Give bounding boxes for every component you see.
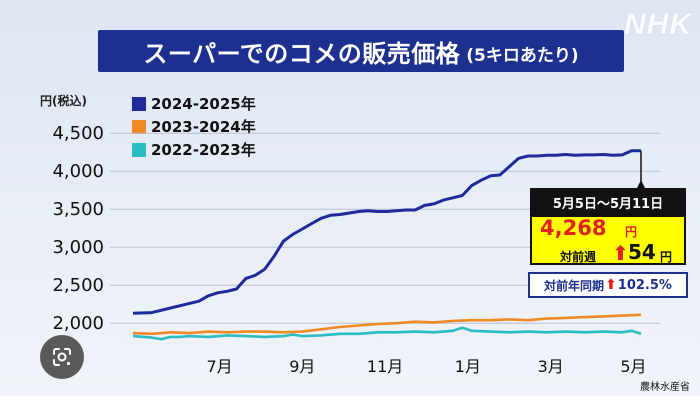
year-over-year-label: 対前年同期 <box>544 278 605 293</box>
y-tick-label: 4,500 <box>52 123 104 144</box>
chart-title: スーパーでのコメの販売価格 <box>143 39 461 68</box>
y-tick-label: 4,000 <box>52 161 104 182</box>
legend-swatch-2024 <box>132 96 146 111</box>
up-arrow-icon: ⬆ <box>605 277 617 293</box>
legend-item-2022: 2022-2023年 <box>132 138 256 161</box>
legend-label-2022: 2022-2023年 <box>151 141 256 159</box>
callout-price-unit: 円 <box>625 225 638 239</box>
x-tick-label: 1月 <box>455 357 481 376</box>
week-over-week-label: 対前週 <box>560 250 597 264</box>
up-arrow-icon: ⬆ <box>612 241 629 265</box>
chart-legend: 2024-2025年 2023-2024年 2022-2023年 <box>132 92 256 161</box>
callout-period: 5月5日～5月11日 <box>530 188 686 216</box>
y-tick-label: 2,000 <box>52 313 104 334</box>
series-line-2024-2025年 <box>132 149 641 315</box>
callout-price: 4,268 <box>540 216 607 240</box>
google-lens-button[interactable] <box>40 335 84 379</box>
legend-item-2023: 2023-2024年 <box>132 115 256 138</box>
x-tick-label: 7月 <box>206 357 232 376</box>
week-over-week-value: 54 <box>628 240 656 264</box>
legend-swatch-2022 <box>132 142 146 157</box>
chart-title-box: スーパーでのコメの販売価格 (5キロあたり) <box>98 30 624 72</box>
legend-label-2023: 2023-2024年 <box>151 118 256 136</box>
chart-subtitle: (5キロあたり) <box>466 45 579 66</box>
legend-swatch-2023 <box>132 119 146 134</box>
y-tick-label: 3,500 <box>52 199 104 220</box>
x-tick-label: 5月 <box>620 357 646 376</box>
series-line-2023-2024年 <box>132 313 642 336</box>
x-tick-label: 11月 <box>367 357 403 376</box>
series-layer <box>132 149 642 341</box>
x-tick-label: 9月 <box>289 357 315 376</box>
tick-layer: 2,000 2,500 3,000 3,500 4,000 4,500 7月 9月 11月 1月 3… <box>52 123 646 376</box>
legend-item-2024: 2024-2025年 <box>132 92 256 115</box>
y-tick-label: 3,000 <box>52 237 104 258</box>
google-lens-icon <box>53 348 71 366</box>
broadcaster-logo: NHK <box>624 8 692 41</box>
data-source: 農林水産省 <box>640 382 690 393</box>
page-bottom-strip <box>0 396 700 419</box>
series-line-2022-2023年 <box>132 326 642 341</box>
x-tick-label: 3月 <box>538 357 564 376</box>
y-axis-unit-label: 円(税込) <box>40 94 87 108</box>
callout-box <box>530 215 686 265</box>
year-over-year-box: 対前年同期 ⬆ 102.5% <box>528 272 688 298</box>
y-tick-label: 2,500 <box>52 275 104 296</box>
week-over-week-unit: 円 <box>660 250 673 264</box>
legend-label-2024: 2024-2025年 <box>151 95 256 113</box>
year-over-year-value: 102.5% <box>617 277 672 293</box>
